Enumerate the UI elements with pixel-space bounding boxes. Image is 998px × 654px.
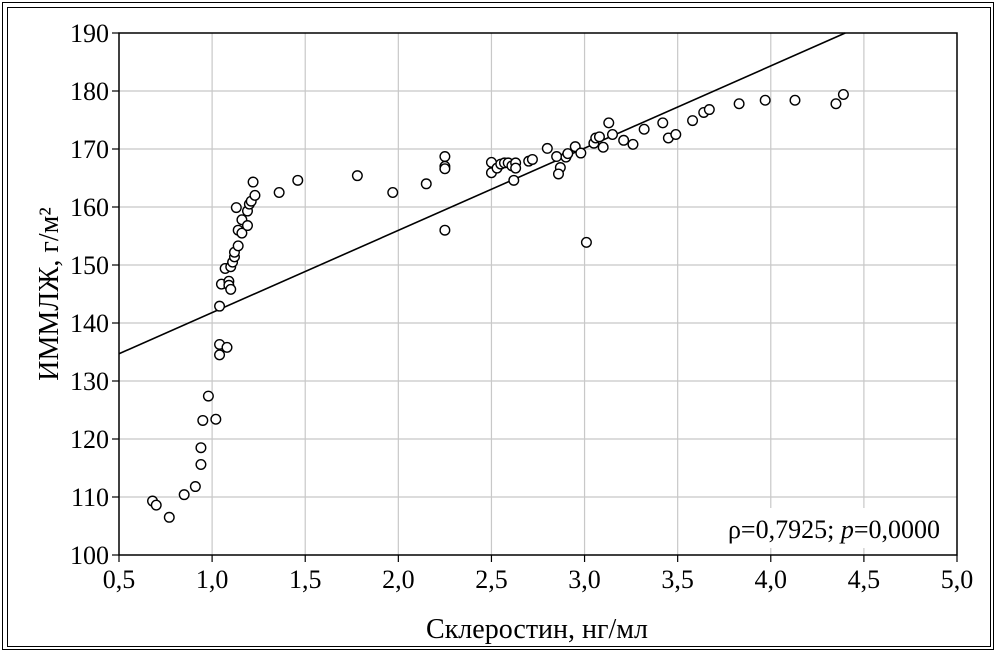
data-point (439, 151, 451, 163)
data-point (837, 88, 849, 100)
y-tick-label: 160 (70, 193, 109, 222)
x-tick-label: 2,5 (475, 565, 508, 594)
data-point (195, 442, 207, 454)
data-point (733, 98, 745, 110)
y-tick-label: 170 (70, 135, 109, 164)
data-point (214, 349, 226, 361)
data-point (163, 511, 175, 523)
x-axis-label: Склеростин, нг/мл (426, 614, 648, 645)
data-point (830, 98, 842, 110)
data-point (541, 142, 553, 154)
data-point (232, 240, 244, 252)
plot-area (118, 32, 958, 556)
data-point (387, 186, 399, 198)
data-points (147, 88, 849, 523)
y-tick-label: 180 (70, 77, 109, 106)
data-point (597, 141, 609, 153)
data-point (603, 117, 615, 129)
y-tick-label: 140 (70, 309, 109, 338)
data-point (510, 162, 522, 174)
y-tick-label: 150 (70, 251, 109, 280)
x-tick-label: 5,0 (941, 565, 974, 594)
grid-lines (119, 33, 957, 555)
data-point (247, 176, 259, 188)
data-point (178, 489, 190, 501)
data-point (197, 414, 209, 426)
data-point (351, 170, 363, 182)
data-point (202, 390, 214, 402)
data-point (150, 499, 162, 511)
data-point (638, 123, 650, 135)
annotation-segment: ρ=0,7925; (728, 515, 841, 544)
data-point (508, 174, 520, 186)
x-tick-label: 4,0 (755, 565, 788, 594)
x-tick-label: 3,5 (661, 565, 694, 594)
annotation-italic-p: p (839, 515, 854, 544)
tick-marks (112, 32, 958, 562)
data-point (189, 481, 201, 493)
data-point (439, 163, 451, 175)
y-tick-label: 190 (70, 19, 109, 48)
data-point (687, 115, 699, 127)
x-tick-labels: 0,5 1,0 1,5 2,0 2,5 3,0 3,5 4,0 4,5 5,0 (103, 565, 974, 594)
data-point (593, 131, 605, 143)
data-point (618, 134, 630, 146)
data-point (551, 151, 563, 163)
data-point (575, 147, 587, 159)
data-point (789, 94, 801, 106)
data-point (273, 186, 285, 198)
data-point (221, 341, 233, 353)
data-point (562, 148, 574, 160)
correlation-annotation: ρ=0,7925; p=0,0000 (728, 515, 940, 544)
data-point (292, 174, 304, 186)
data-point (210, 413, 222, 425)
y-tick-label: 120 (70, 425, 109, 454)
data-point (552, 168, 564, 180)
data-point (759, 94, 771, 106)
data-point (420, 178, 432, 190)
x-tick-label: 1,0 (196, 565, 229, 594)
data-point (703, 104, 715, 116)
data-point (236, 227, 248, 239)
regression-line-group (118, 32, 846, 355)
data-point (249, 189, 261, 201)
inner-border (7, 7, 991, 647)
y-tick-label: 110 (71, 483, 109, 512)
x-tick-label: 2,0 (382, 565, 415, 594)
y-tick-label: 100 (70, 541, 109, 570)
data-point (580, 236, 592, 248)
x-tick-label: 4,5 (848, 565, 881, 594)
annotation-segment: =0,0000 (854, 515, 940, 544)
data-point (241, 220, 253, 232)
x-tick-label: 0,5 (103, 565, 136, 594)
x-tick-label: 1,5 (289, 565, 322, 594)
data-point (214, 300, 226, 312)
data-point (230, 202, 242, 214)
data-point (439, 224, 451, 236)
data-point (627, 138, 639, 150)
data-point (225, 283, 237, 295)
data-point (195, 459, 207, 471)
x-tick-label: 3,0 (568, 565, 601, 594)
data-point (670, 128, 682, 140)
regression-line (118, 32, 846, 355)
data-point (606, 128, 618, 140)
y-tick-label: 130 (70, 367, 109, 396)
y-tick-labels: 100 110 120 130 140 150 160 170 180 190 (70, 19, 109, 570)
data-point (526, 153, 538, 165)
y-axis-label: ИММЛЖ, г/м² (34, 207, 65, 380)
annotation-box (688, 508, 950, 548)
data-point (657, 117, 669, 129)
